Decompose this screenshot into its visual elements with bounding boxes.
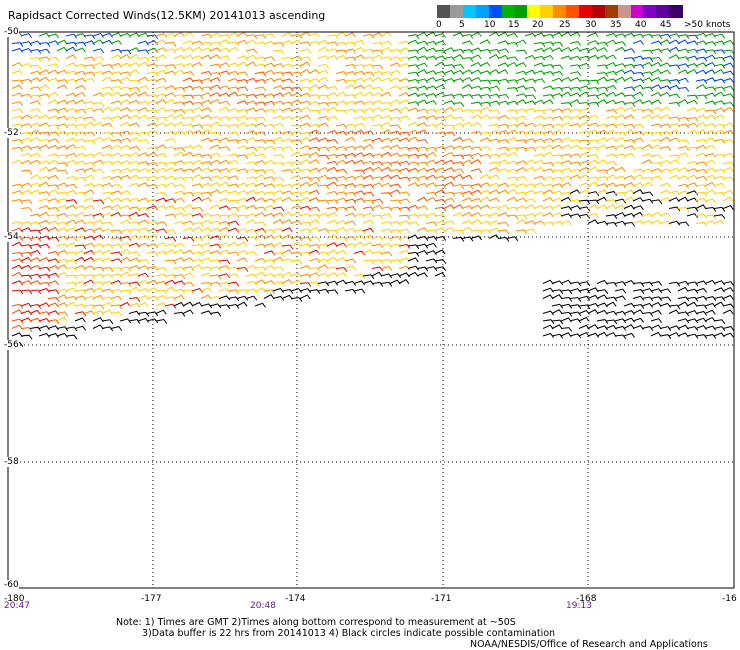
colorbar-label: 15 xyxy=(508,20,520,30)
colorbar-swatch xyxy=(669,5,683,18)
lon-label: -180 xyxy=(4,594,25,604)
colorbar-swatch xyxy=(514,5,528,18)
lon-label: -177 xyxy=(141,594,162,604)
colorbar-label: 5 xyxy=(459,20,465,30)
graticule xyxy=(8,32,734,588)
colorbar-label: 20 xyxy=(532,20,544,30)
lon-label: -16 xyxy=(722,594,737,604)
colorbar-swatch xyxy=(437,5,451,18)
colorbar-swatch xyxy=(527,5,541,18)
map-frame xyxy=(7,31,735,589)
colorbar-label: 40 xyxy=(635,20,647,30)
colorbar-swatch xyxy=(656,5,670,18)
colorbar-label: 0 xyxy=(436,20,442,30)
lat-label: -58 xyxy=(4,457,19,467)
lon-label: -171 xyxy=(431,594,452,604)
colorbar-swatch xyxy=(553,5,567,18)
colorbar-label: 35 xyxy=(610,20,622,30)
colorbar-swatch xyxy=(501,5,515,18)
wind-barbs xyxy=(11,31,735,347)
colorbar-swatch xyxy=(630,5,644,18)
colorbar-label: 10 xyxy=(484,20,496,30)
colorbar-label: >50 knots xyxy=(684,20,731,30)
lat-label: -50 xyxy=(4,27,19,37)
time-label-mid: 20:48 xyxy=(250,601,276,611)
colorbar-swatch xyxy=(462,5,477,18)
lat-label: -54 xyxy=(4,232,19,242)
lat-label: -52 xyxy=(4,128,19,138)
note-line-3: NOAA/NESDIS/Office of Research and Appli… xyxy=(470,639,708,650)
note-line-2: 3)Data buffer is 22 hrs from 20141013 4)… xyxy=(142,628,556,639)
colorbar-swatch xyxy=(643,5,657,18)
colorbar-swatch xyxy=(540,5,554,18)
note-line-1: Note: 1) Times are GMT 2)Times along bot… xyxy=(116,617,516,628)
lat-label: -56 xyxy=(4,340,19,350)
chart-title: Rapidsact Corrected Winds(12.5KM) 201410… xyxy=(8,9,326,22)
lon-label: -174 xyxy=(285,594,306,604)
time-label-right: 19:13 xyxy=(566,601,592,611)
colorbar-label: 25 xyxy=(559,20,571,30)
time-label-left: 20:47 xyxy=(4,601,30,611)
colorbar-label: 30 xyxy=(585,20,597,30)
colorbar-swatch xyxy=(617,5,631,18)
colorbar-swatch xyxy=(475,5,490,18)
colorbar-swatch xyxy=(578,5,593,18)
colorbar-swatch xyxy=(488,5,502,18)
lat-label: -60 xyxy=(4,580,19,590)
lon-label: -168 xyxy=(576,594,597,604)
colorbar-swatch xyxy=(449,5,464,18)
colorbar-swatch xyxy=(591,5,606,18)
colorbar-swatch xyxy=(604,5,619,18)
colorbar-swatch xyxy=(566,5,580,18)
colorbar-label: 45 xyxy=(660,20,672,30)
